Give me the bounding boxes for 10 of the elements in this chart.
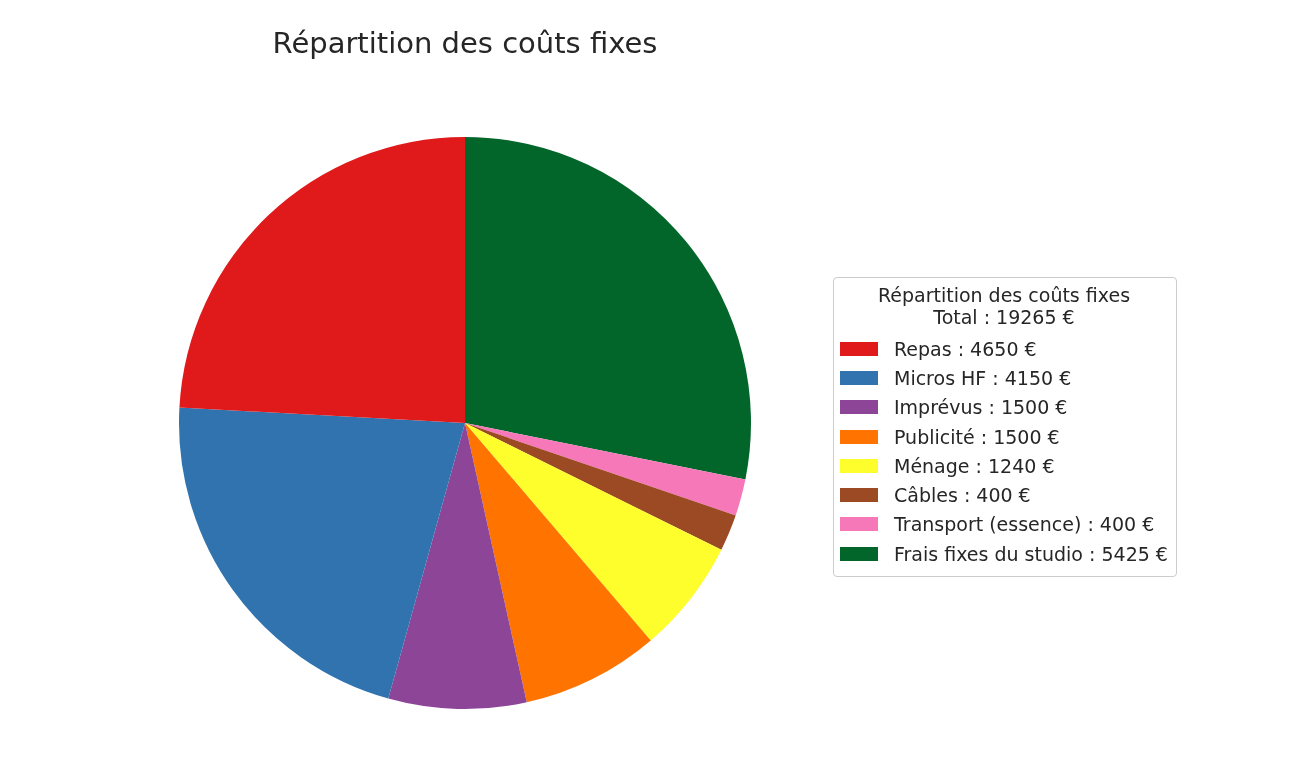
legend-label: Micros HF : 4150 € <box>894 366 1072 389</box>
legend-label: Transport (essence) : 400 € <box>894 513 1155 536</box>
legend-label: Repas : 4650 € <box>894 337 1037 360</box>
legend-label: Ménage : 1240 € <box>894 454 1055 477</box>
legend-label: Imprévus : 1500 € <box>894 396 1068 419</box>
chart-title: Répartition des coûts fixes <box>271 26 659 60</box>
legend-label: Frais fixes du studio : 5425 € <box>894 542 1168 565</box>
legend-title: Répartition des coûts fixes Total : 19265 € <box>876 284 1132 328</box>
legend-label: Publicité : 1500 € <box>894 425 1060 448</box>
legend-label: Câbles : 400 € <box>894 484 1031 507</box>
